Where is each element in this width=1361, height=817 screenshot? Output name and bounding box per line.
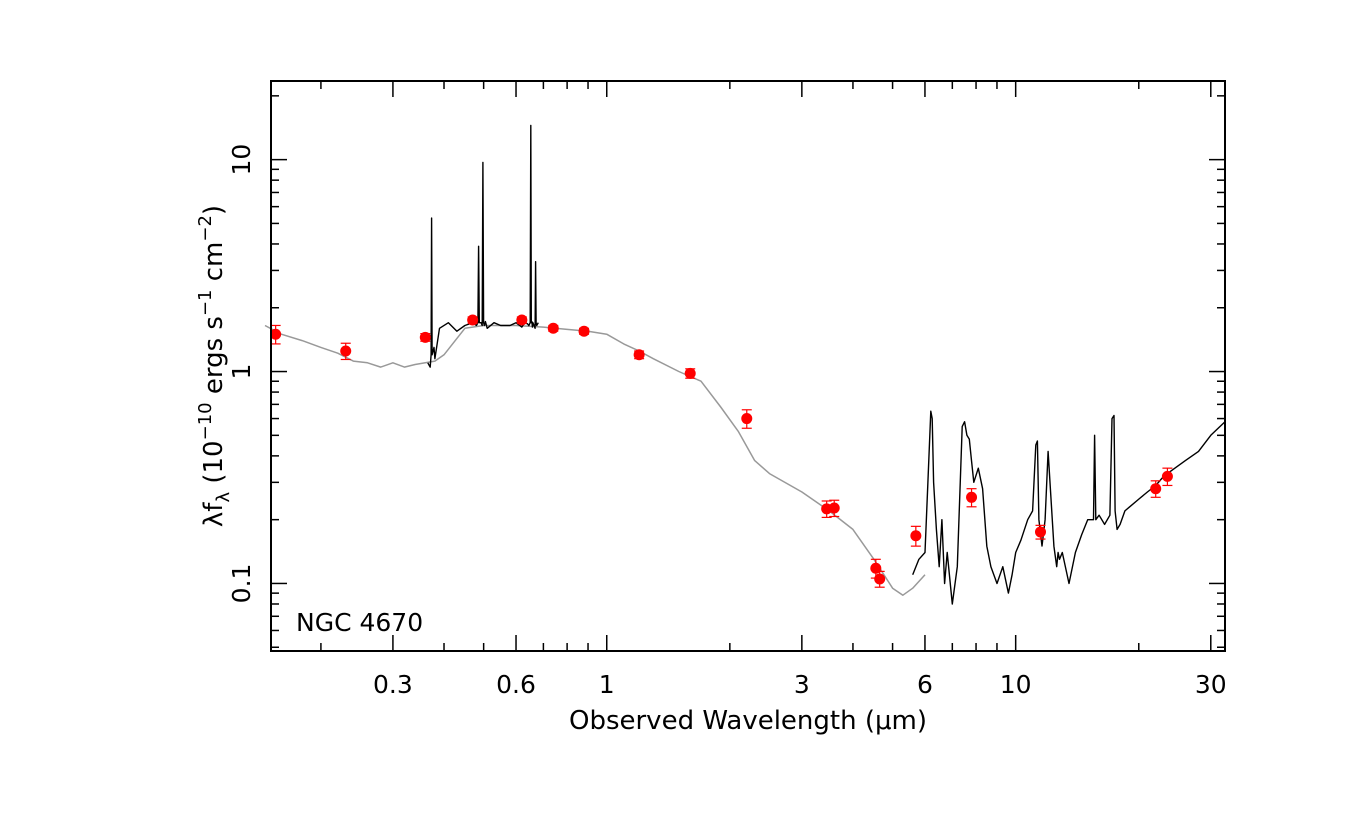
point-marker [741, 413, 753, 425]
data-point [1161, 467, 1173, 487]
y-axis-label: λfλ (10−10 ergs s−1 cm−2) [195, 205, 234, 527]
y-label-exp3: −2 [195, 215, 216, 242]
point-marker [874, 573, 886, 585]
series-lines [264, 124, 1226, 605]
axis-ticks [271, 81, 1225, 651]
data-point [578, 325, 590, 337]
optical-spectrum-line [427, 124, 539, 368]
point-marker [547, 322, 559, 334]
y-label-close: ) [199, 205, 229, 215]
data-point [1034, 524, 1046, 540]
data-point [547, 322, 559, 334]
point-marker [1150, 483, 1162, 495]
y-label-prefix: λf [199, 502, 229, 527]
point-marker [578, 325, 590, 337]
data-point [467, 314, 479, 326]
y-tick-label: 1 [227, 364, 256, 380]
tick-labels: 0.3 0.6 1 3 6 10 30 0.1 1 10 [227, 144, 1227, 699]
point-marker [516, 314, 528, 326]
y-label-exp2: −1 [195, 289, 216, 316]
point-marker [1034, 526, 1046, 538]
data-point [828, 499, 840, 518]
x-tick-label: 0.3 [373, 670, 413, 699]
point-marker [270, 328, 282, 340]
y-label-mid: ergs s [199, 316, 229, 402]
x-tick-label: 6 [917, 670, 933, 699]
data-point [1150, 480, 1162, 498]
annotation-label: NGC 4670 [296, 608, 423, 637]
data-point [874, 570, 886, 588]
data-point [741, 409, 753, 429]
y-label-mid2: cm [199, 242, 229, 290]
x-tick-label: 30 [1195, 670, 1227, 699]
IR-spectrum-line [912, 410, 1226, 605]
x-tick-label: 3 [794, 670, 810, 699]
data-point [966, 488, 978, 508]
model-line [264, 324, 926, 596]
point-marker [828, 502, 840, 514]
data-point [910, 525, 922, 547]
point-marker [633, 349, 645, 361]
data-point [516, 314, 528, 326]
data-point [419, 331, 431, 343]
x-tick-label: 10 [1000, 670, 1032, 699]
data-point [270, 324, 282, 345]
y-tick-label: 10 [227, 144, 256, 176]
data-point [633, 349, 645, 361]
svg-text:λfλ (10−10 ergs s−1 cm−2): λfλ (10−10 ergs s−1 cm−2) [195, 205, 234, 527]
point-marker [419, 331, 431, 343]
y-label-exp1: −10 [195, 402, 216, 440]
point-marker [467, 314, 479, 326]
point-marker [910, 530, 922, 542]
x-axis-label: Observed Wavelength (μm) [569, 706, 927, 736]
point-marker [966, 491, 978, 503]
data-point [684, 367, 696, 379]
plot-frame [270, 80, 1226, 652]
point-marker [340, 345, 352, 357]
y-label-open: (10 [199, 440, 229, 492]
photometry-points [270, 314, 1173, 588]
data-point [340, 342, 352, 361]
y-tick-label: 0.1 [227, 564, 256, 604]
y-label-sub: λ [213, 492, 234, 503]
x-tick-label: 0.6 [496, 670, 536, 699]
point-marker [1161, 470, 1173, 482]
x-tick-label: 1 [599, 670, 615, 699]
point-marker [684, 367, 696, 379]
